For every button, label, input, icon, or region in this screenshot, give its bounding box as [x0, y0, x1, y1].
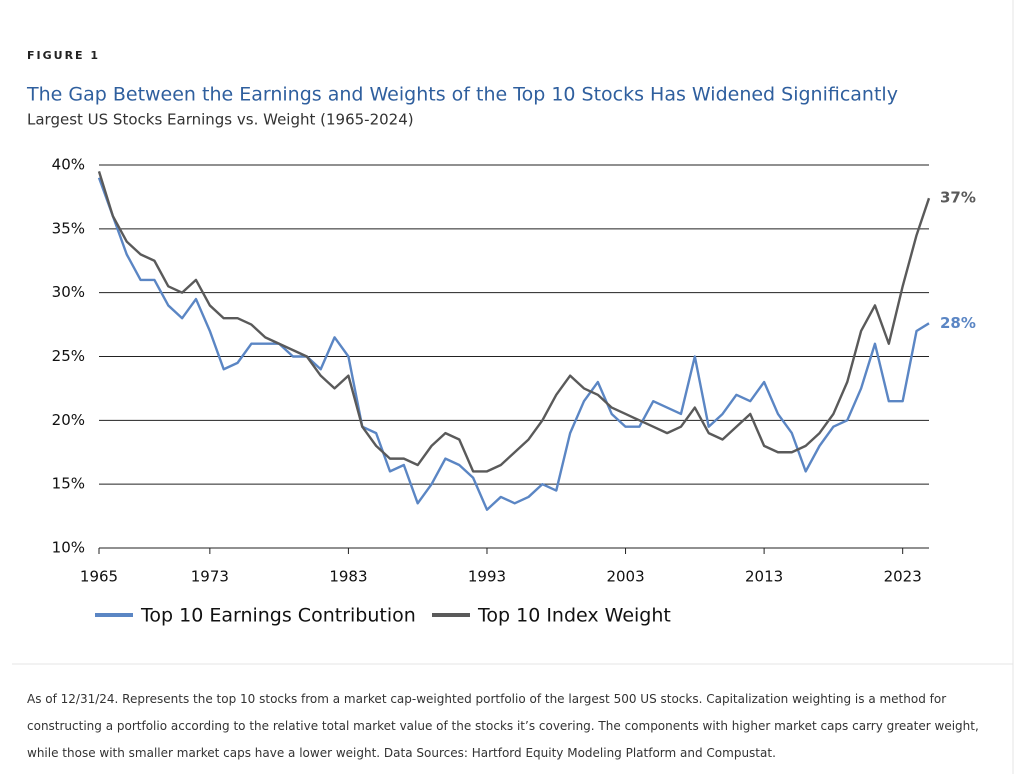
x-tick-label: 1973	[191, 568, 229, 586]
legend-label: Top 10 Earnings Contribution	[140, 605, 416, 627]
x-tick-label: 1993	[468, 568, 506, 586]
y-tick-label: 30%	[52, 283, 85, 301]
figure-label: FIGURE 1	[27, 49, 100, 62]
y-tick-label: 40%	[52, 156, 85, 174]
x-tick-label: 1983	[329, 568, 367, 586]
y-tick-label: 10%	[52, 539, 85, 557]
y-tick-label: 25%	[52, 347, 85, 365]
series-line	[97, 177, 930, 511]
chart-subtitle: Largest US Stocks Earnings vs. Weight (1…	[27, 111, 414, 129]
x-tick-label: 2023	[884, 568, 922, 586]
x-tick-label: 2013	[745, 568, 783, 586]
y-tick-label: 20%	[52, 411, 85, 429]
chart-title: The Gap Between the Earnings and Weights…	[26, 84, 898, 106]
legend-label: Top 10 Index Weight	[477, 605, 671, 627]
x-tick-label: 1965	[80, 568, 118, 586]
end-label: 37%	[940, 189, 976, 207]
y-tick-label: 35%	[52, 219, 85, 237]
end-label: 28%	[940, 314, 976, 332]
y-tick-label: 15%	[52, 475, 85, 493]
footnote: As of 12/31/24. Represents the top 10 st…	[27, 692, 979, 760]
series-line	[97, 171, 931, 473]
x-tick-label: 2003	[606, 568, 644, 586]
